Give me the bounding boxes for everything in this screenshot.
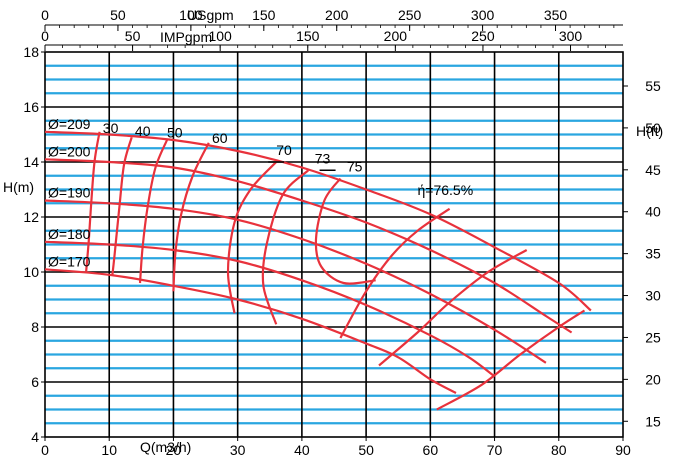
y-right-tick-label: 40	[645, 204, 661, 220]
impeller-curve	[44, 130, 592, 312]
top-us-tick-label: 0	[41, 7, 49, 23]
x-tick-label: 20	[166, 442, 182, 458]
y-right-tick-label: 25	[645, 329, 661, 345]
top-us-tick-label: 150	[252, 7, 276, 23]
impeller-curve-label: Ø=200	[48, 143, 91, 159]
efficiency-curve	[226, 161, 278, 314]
top-axis-usgpm: 0 50 100 150 200 250 300 350	[41, 7, 615, 31]
boundary-curve	[378, 249, 528, 367]
top-us-tick-label: 100	[179, 7, 203, 23]
boundary-curve	[436, 309, 586, 411]
efficiency-curve	[261, 169, 310, 325]
top-axis-usgpm-title: USgpm	[187, 7, 234, 23]
x-tick-label: 60	[423, 442, 439, 458]
y-right-tick-label: 35	[645, 246, 661, 262]
efficiency-label: 75	[347, 159, 363, 175]
y-tick-label: 16	[23, 99, 39, 115]
efficiency-curve	[314, 177, 376, 285]
y-axis-left-title: H(m)	[3, 179, 34, 195]
impeller-curve-label: Ø=170	[48, 253, 91, 269]
plot-border	[44, 51, 624, 438]
top-imp-tick-label: 0	[41, 28, 49, 44]
y-tick-label: 14	[23, 154, 39, 170]
x-tick-label: 30	[230, 442, 246, 458]
top-axis-impgpm-title: IMPgpm	[160, 29, 212, 45]
efficiency-curve	[172, 142, 210, 292]
grid	[45, 52, 623, 437]
efficiency-label: ή=76.5%	[417, 182, 473, 198]
top-imp-tick-label: 150	[296, 28, 320, 44]
y-axis-left-ticks: 4 6 8 10 12 14 16 18	[23, 44, 45, 445]
impeller-curve-label: Ø=180	[48, 226, 91, 242]
y-right-tick-label: 45	[645, 162, 661, 178]
top-axis-impgpm: 0 50 100 150 200 250 300	[41, 28, 606, 51]
y-tick-label: 8	[31, 319, 39, 335]
efficiency-label: 60	[212, 130, 228, 146]
y-tick-label: 10	[23, 264, 39, 280]
x-tick-label: 0	[41, 442, 49, 458]
curve-labels: Ø=209 Ø=200 Ø=190 Ø=180 Ø=170 30 40 50 60 70 73 75 ή…	[48, 116, 473, 270]
top-imp-tick-label: 50	[125, 28, 141, 44]
x-tick-label: 80	[551, 442, 567, 458]
x-tick-label: 70	[487, 442, 503, 458]
y-right-tick-label: 30	[645, 288, 661, 304]
top-us-tick-label: 200	[325, 7, 349, 23]
impeller-curve-label: Ø=209	[48, 116, 91, 132]
x-tick-label: 50	[358, 442, 374, 458]
efficiency-label: 73	[315, 150, 331, 166]
top-imp-tick-label: 300	[559, 28, 583, 44]
curves	[44, 130, 592, 411]
y-axis-right-ticks: 15 20 25 30 35 40 45 50 55	[623, 78, 661, 429]
impeller-curve	[44, 240, 496, 378]
x-tick-label: 90	[615, 442, 631, 458]
x-axis-title: Q(m3/h)	[140, 439, 191, 455]
impeller-curve-label: Ø=190	[48, 185, 91, 201]
y-right-tick-label: 20	[645, 371, 661, 387]
y-right-tick-label: 15	[645, 413, 661, 429]
impeller-curve	[44, 199, 547, 364]
x-tick-label: 10	[101, 442, 117, 458]
efficiency-curve	[111, 136, 133, 275]
top-us-tick-label: 50	[110, 7, 126, 23]
impeller-curve	[44, 268, 457, 394]
top-imp-tick-label: 250	[471, 28, 495, 44]
y-tick-label: 18	[23, 44, 39, 60]
efficiency-label: 50	[167, 124, 183, 140]
top-us-tick-label: 300	[471, 7, 495, 23]
x-axis-ticks: 0 10 20 30 40 50 60 70 80 90	[41, 437, 631, 458]
efficiency-label: 40	[135, 123, 151, 139]
y-tick-label: 4	[31, 429, 39, 445]
y-tick-label: 12	[23, 209, 39, 225]
efficiency-label: 30	[103, 120, 119, 136]
top-imp-tick-label: 200	[384, 28, 408, 44]
y-axis-right-title: H(ft)	[636, 123, 663, 139]
impeller-curve	[44, 158, 573, 334]
boundary-curve	[339, 207, 451, 339]
top-imp-tick-label: 100	[208, 28, 232, 44]
y-tick-label: 6	[31, 374, 39, 390]
y-right-tick-label: 55	[645, 78, 661, 94]
y-right-tick-label: 50	[645, 120, 661, 136]
efficiency-label: 70	[276, 142, 292, 158]
top-us-tick-label: 250	[398, 7, 422, 23]
top-us-tick-label: 350	[544, 7, 568, 23]
x-tick-label: 40	[294, 442, 310, 458]
